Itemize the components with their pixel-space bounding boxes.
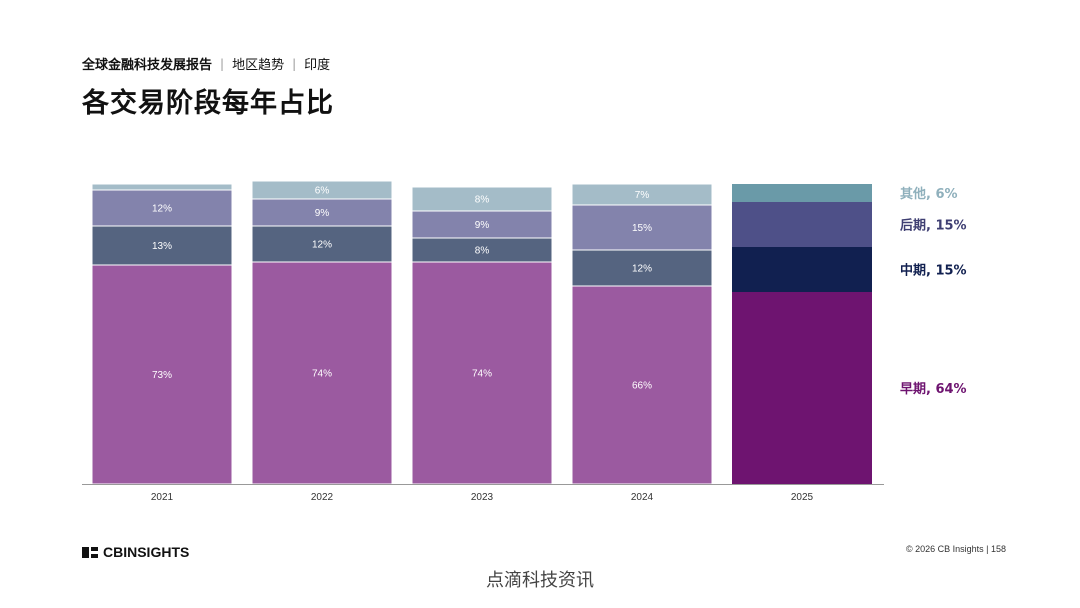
data-label: 74% [472, 369, 492, 380]
cbinsights-logo: CBINSIGHTS [82, 544, 189, 560]
report-header: 全球金融科技发展报告 | 地区趋势 | 印度 各交易阶段每年占比 [82, 54, 334, 120]
breadcrumb: 全球金融科技发展报告 | 地区趋势 | 印度 [82, 54, 334, 74]
cbinsights-logo-text: CBINSIGHTS [103, 544, 190, 560]
legend-label: 其他, 6% [900, 186, 958, 202]
data-label: 8% [475, 246, 490, 257]
bar-segment [571, 249, 713, 287]
bar-segment [571, 204, 713, 251]
data-label: 12% [152, 204, 172, 215]
data-label: 6% [315, 186, 330, 197]
legend-label: 后期, 15% [900, 218, 967, 234]
x-tick-label: 2023 [471, 492, 494, 503]
cbinsights-logo-icon [82, 546, 98, 558]
x-tick-label: 2022 [311, 492, 334, 503]
x-tick-label: 2021 [151, 492, 174, 503]
data-label: 12% [312, 240, 332, 251]
data-label: 74% [312, 369, 332, 380]
bar-segment [411, 186, 553, 212]
page-title: 各交易阶段每年占比 [82, 88, 334, 119]
bar-segment [732, 292, 872, 484]
data-label: 7% [635, 190, 650, 201]
data-label: 12% [632, 264, 652, 275]
bar-segment [571, 183, 713, 206]
bar-segment [571, 285, 713, 485]
bar-segment [251, 198, 393, 227]
bar-segment [91, 189, 233, 227]
data-label: 66% [632, 381, 652, 392]
stacked-bar-chart: 73% 13% 12% 2021 74% 12% 9% 6% 2022 74% 8% 9% 8% 2023… [82, 180, 967, 503]
breadcrumb-separator: | [292, 56, 297, 71]
bar-segment [251, 225, 393, 263]
bar-segment [91, 225, 233, 266]
legend-label: 中期, 15% [900, 263, 967, 279]
bar-segment [732, 202, 872, 247]
data-label: 73% [152, 370, 172, 381]
breadcrumb-report: 全球金融科技发展报告 [82, 58, 213, 73]
bar-segment [732, 184, 872, 202]
bar-segment [732, 247, 872, 292]
bar-segment [91, 183, 233, 191]
breadcrumb-region: 地区趋势 [232, 58, 285, 73]
breadcrumb-separator: | [220, 56, 225, 71]
data-label: 9% [315, 208, 330, 219]
legend-label: 早期, 64% [900, 382, 967, 397]
data-label: 9% [475, 220, 490, 231]
breadcrumb-country: 印度 [304, 58, 331, 73]
bar-segment [251, 180, 393, 200]
copyright-page-number: © 2026 CB Insights | 158 [905, 544, 1006, 554]
data-label: 8% [475, 195, 490, 206]
bar-segment [411, 210, 553, 239]
bar-segment [411, 261, 553, 485]
watermark-text: 点滴科技资讯 [486, 570, 594, 591]
data-label: 13% [152, 241, 172, 252]
x-tick-label: 2025 [791, 492, 814, 503]
bar-segment [251, 261, 393, 485]
data-label: 15% [632, 223, 652, 234]
x-tick-label: 2024 [631, 492, 654, 503]
